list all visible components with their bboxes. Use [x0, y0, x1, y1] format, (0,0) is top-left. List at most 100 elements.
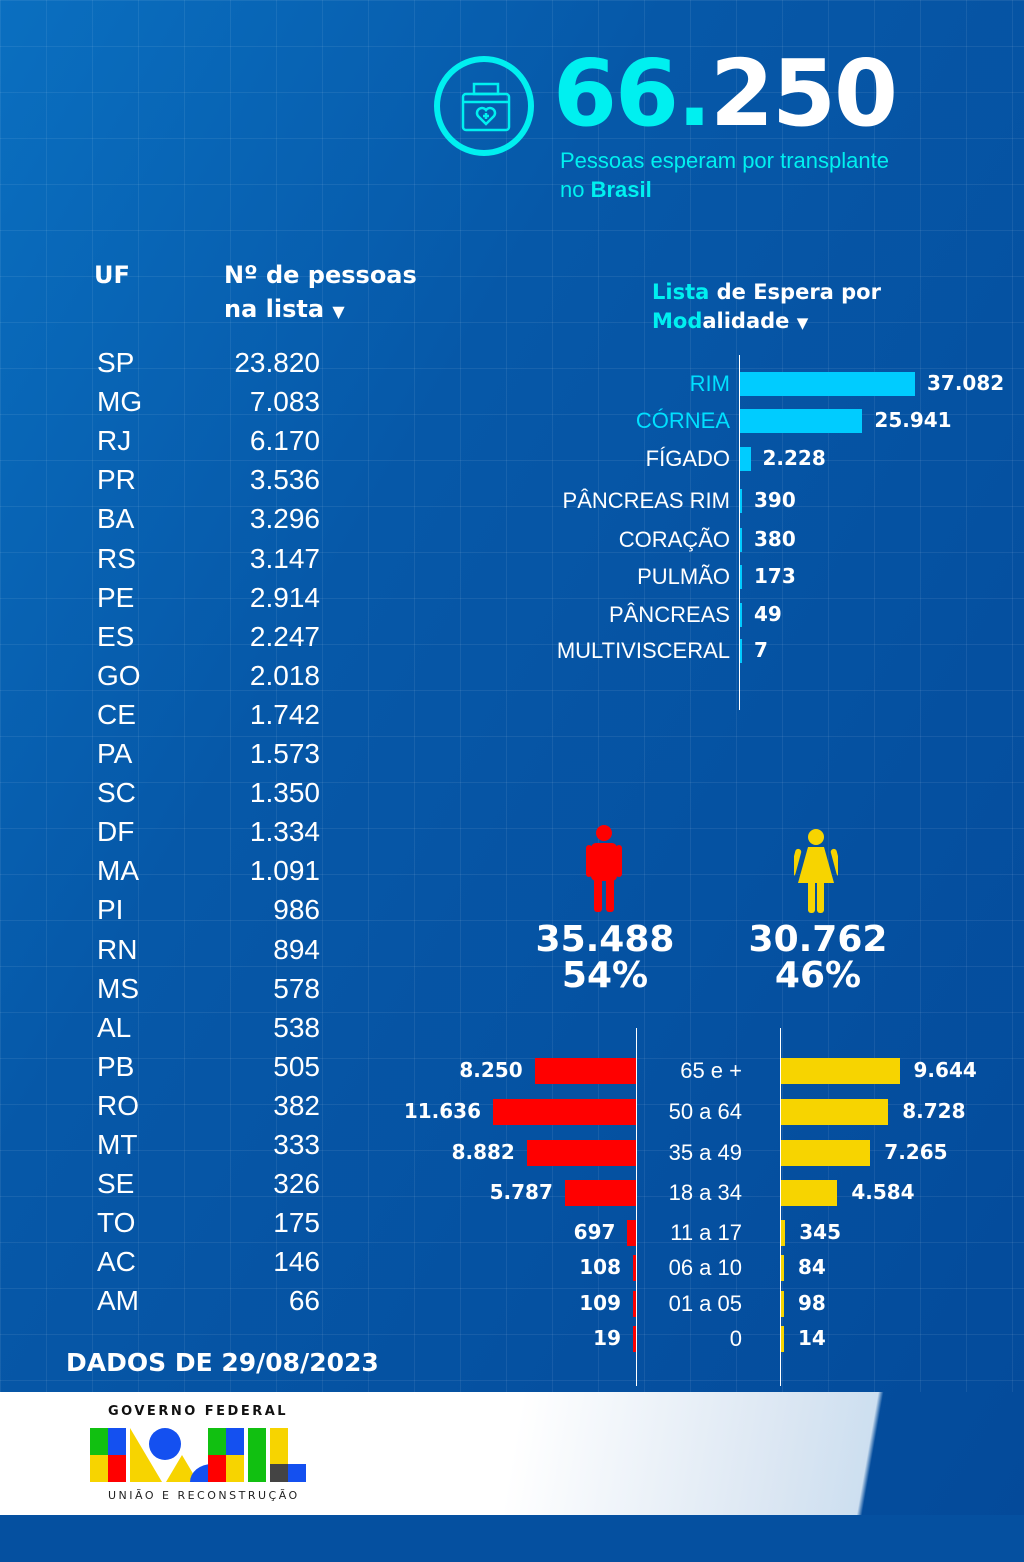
- uf-code: PI: [97, 894, 124, 926]
- uf-count: 986: [273, 894, 320, 926]
- uf-count: 382: [273, 1089, 320, 1121]
- uf-code: RS: [97, 542, 136, 574]
- age-group-label: 50 a 64: [668, 1099, 742, 1124]
- uf-code: MG: [97, 386, 143, 418]
- female-icon: [789, 828, 843, 918]
- modality-bar: [740, 409, 863, 433]
- uf-count: 1.091: [249, 855, 320, 887]
- uf-column-header: UF: [94, 261, 130, 289]
- modality-value: 25.941: [874, 408, 952, 432]
- uf-code: TO: [97, 1207, 136, 1239]
- modality-label: PULMÃO: [637, 564, 730, 589]
- uf-count: 894: [273, 933, 320, 965]
- uf-count: 66: [288, 1285, 320, 1317]
- uf-count: 578: [273, 972, 320, 1004]
- uf-count: 3.536: [249, 464, 320, 496]
- uf-code: PA: [97, 738, 133, 769]
- modality-bar: [740, 447, 751, 471]
- uf-code: DF: [97, 816, 135, 848]
- organ-cooler-icon: [434, 56, 534, 156]
- modality-value: 2.228: [762, 446, 826, 470]
- modality-value: 49: [754, 602, 782, 626]
- modality-bar: [740, 639, 742, 663]
- uf-code: MA: [97, 855, 139, 887]
- modality-value: 37.082: [927, 371, 1005, 395]
- uf-code: GO: [97, 659, 141, 691]
- data-date: DADOS DE 29/08/2023: [66, 1348, 379, 1377]
- male-value: 697: [573, 1220, 616, 1244]
- sort-down-icon[interactable]: ▼: [332, 302, 345, 321]
- uf-code: CE: [97, 698, 136, 730]
- uf-count: 326: [273, 1168, 320, 1200]
- female-bar: [781, 1099, 889, 1125]
- male-bar: [627, 1220, 636, 1246]
- male-bar: [633, 1255, 636, 1281]
- female-value: 84: [798, 1255, 826, 1279]
- bottom-band: [0, 1515, 1024, 1562]
- uf-count: 175: [273, 1207, 320, 1239]
- uf-code: RO: [97, 1089, 139, 1121]
- uf-count: 538: [273, 1011, 320, 1043]
- total-subtitle: Pessoas esperam por transplante no Brasil: [560, 148, 889, 202]
- age-group-label: 35 a 49: [668, 1140, 742, 1165]
- modality-label: RIM: [689, 371, 730, 396]
- female-value: 8.728: [902, 1099, 966, 1123]
- male-icon: [585, 824, 623, 918]
- uf-count: 2.914: [249, 581, 320, 613]
- gov-label: GOVERNO FEDERAL: [108, 1404, 289, 1419]
- age-group-label: 11 a 17: [670, 1220, 742, 1245]
- age-group-label: 01 a 05: [668, 1291, 742, 1316]
- male-value: 108: [579, 1255, 621, 1279]
- female-bar: [781, 1291, 784, 1317]
- modality-bar: [740, 565, 742, 589]
- male-bar: [564, 1180, 636, 1206]
- uf-count: 1.350: [249, 777, 320, 809]
- male-bar: [633, 1326, 636, 1352]
- male-bar: [526, 1140, 636, 1166]
- male-value: 8.250: [459, 1058, 523, 1082]
- male-bar: [633, 1291, 636, 1317]
- uf-code: RJ: [97, 425, 132, 457]
- modality-value: 173: [754, 564, 796, 588]
- female-value: 7.265: [884, 1140, 948, 1164]
- uf-count: 3.147: [249, 542, 320, 574]
- female-bar: [781, 1180, 838, 1206]
- uf-count: 333: [273, 1129, 320, 1160]
- count-column-header[interactable]: Nº de pessoas na lista ▼: [224, 261, 417, 323]
- uf-count: 1.334: [249, 816, 320, 848]
- uf-code: SP: [97, 347, 135, 378]
- modality-axis: [739, 355, 740, 710]
- uf-count: 7.083: [249, 386, 320, 418]
- male-bar: [493, 1099, 636, 1125]
- uf-code: SE: [97, 1168, 135, 1200]
- modality-value: 390: [754, 488, 796, 512]
- uf-count: 1.573: [249, 738, 320, 769]
- modality-bar: [740, 603, 742, 627]
- dropdown-arrow-icon[interactable]: ▼: [796, 314, 809, 332]
- modality-bar: [740, 489, 742, 513]
- age-group-label: 65 e +: [680, 1058, 742, 1083]
- uf-count: 505: [273, 1050, 320, 1082]
- female-value: 345: [799, 1220, 841, 1244]
- female-value: 4.584: [851, 1180, 915, 1204]
- total-waiting-count: 66.250: [553, 40, 898, 147]
- modality-label: FÍGADO: [645, 446, 730, 471]
- female-value: 98: [798, 1291, 826, 1315]
- uf-count: 146: [273, 1246, 320, 1278]
- modality-bar: [740, 528, 742, 552]
- uf-code: AC: [97, 1246, 136, 1278]
- tagline: UNIÃO E RECONSTRUÇÃO: [108, 1489, 300, 1502]
- uf-code: AL: [97, 1011, 132, 1043]
- uf-count: 6.170: [249, 425, 320, 457]
- male-bar: [534, 1058, 636, 1084]
- uf-code: AM: [97, 1285, 139, 1317]
- male-value: 19: [593, 1326, 621, 1350]
- uf-code: PR: [97, 464, 136, 496]
- modality-value: 380: [754, 527, 796, 551]
- uf-code: SC: [97, 777, 136, 809]
- age-group-label: 0: [729, 1326, 742, 1351]
- male-axis: [636, 1028, 637, 1386]
- uf-code: MT: [97, 1129, 138, 1160]
- footer: GOVERNO FEDERAL UNIÃO E RECONSTRUÇÃO: [0, 1392, 1024, 1515]
- modality-label: CORAÇÃO: [618, 527, 730, 552]
